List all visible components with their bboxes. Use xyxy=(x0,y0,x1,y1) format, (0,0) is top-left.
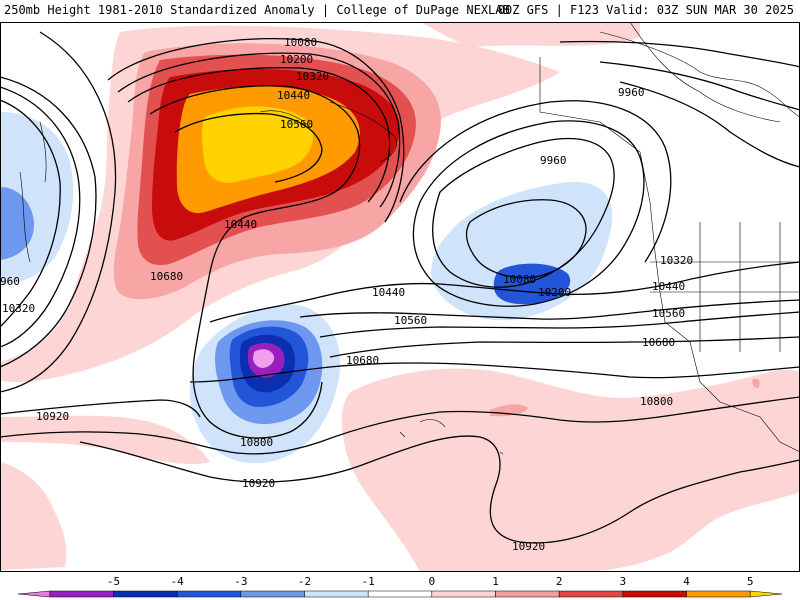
colorbar-tick-label: -3 xyxy=(234,575,247,588)
anomaly-fill-pos-east-spot xyxy=(752,378,760,388)
contour-label: 10680 xyxy=(150,270,183,283)
contour-label: 10200 xyxy=(538,286,571,299)
colorbar-segment xyxy=(240,590,305,598)
colorbar-tick-label: -2 xyxy=(298,575,311,588)
colorbar-segment xyxy=(113,590,178,598)
contour-label: 10320 xyxy=(296,70,329,83)
colorbar-segment xyxy=(558,590,624,598)
colorbar-segment xyxy=(17,590,51,598)
contour-label: 9960 xyxy=(540,154,567,167)
contour-label: 10200 xyxy=(280,53,313,66)
colorbar-ticks: -5 -4 -3 -2 -1 0 1 2 3 4 5 xyxy=(107,575,754,588)
colorbar-tick-label: 5 xyxy=(747,575,754,588)
contour-label: 960 xyxy=(0,275,20,288)
contour-label: 10440 xyxy=(224,218,257,231)
colorbar-tick-label: -4 xyxy=(171,575,185,588)
anomaly-fill-pos1-sw-tongue xyxy=(0,415,210,465)
colorbar-segment xyxy=(176,590,242,598)
contour-label: 10560 xyxy=(280,118,313,131)
model-run-info: 00Z GFS | F123 Valid: 03Z SUN MAR 30 202… xyxy=(497,3,794,17)
contour-label: 9960 xyxy=(618,86,645,99)
colorbar-tick-label: 2 xyxy=(556,575,563,588)
colorbar: -5 -4 -3 -2 -1 0 1 2 3 4 5 xyxy=(17,575,783,598)
colorbar-tick-label: -1 xyxy=(362,575,375,588)
colorbar-segment xyxy=(49,590,114,598)
colorbar-segment xyxy=(367,590,433,598)
colorbar-segment xyxy=(749,590,783,598)
colorbar-tick-label: 3 xyxy=(620,575,627,588)
anomaly-fill-pos1-west xyxy=(0,462,67,570)
contour-label: 10440 xyxy=(652,280,685,293)
anomaly-map: 10080 10200 10320 10440 10560 10440 1068… xyxy=(0,22,800,572)
contour-label: 10080 xyxy=(284,36,317,49)
header: 250mb Height 1981-2010 Standardized Anom… xyxy=(0,0,800,22)
contour-label: 10920 xyxy=(512,540,545,553)
anomaly-fill-neg6-center xyxy=(253,349,275,368)
contour-label: 10560 xyxy=(652,307,685,320)
contour-label: 10920 xyxy=(242,477,275,490)
colorbar-tick-label: -5 xyxy=(107,575,120,588)
colorbar-segment xyxy=(622,590,687,598)
anomaly-fill-pos6 xyxy=(201,106,314,183)
contour-label: 10320 xyxy=(2,302,35,315)
map-title: 250mb Height 1981-2010 Standardized Anom… xyxy=(4,3,510,17)
contour-labels: 10080 10200 10320 10440 10560 10440 1068… xyxy=(0,36,693,553)
colorbar-segment xyxy=(431,590,496,598)
contour-label: 10680 xyxy=(346,354,379,367)
anomaly-fill-pos1-south xyxy=(341,368,800,572)
contour-label: 10440 xyxy=(372,286,405,299)
colorbar-segment xyxy=(304,590,369,598)
anomaly-fill-pos1-upper-right xyxy=(420,22,640,47)
contour-label: 10920 xyxy=(36,410,69,423)
anomaly-fill-neg2-west xyxy=(0,187,35,260)
contour-label: 10440 xyxy=(277,89,310,102)
contour-label: 10800 xyxy=(240,436,273,449)
contour-label: 10800 xyxy=(640,395,673,408)
contour-label: 10560 xyxy=(394,314,427,327)
colorbar-segment xyxy=(686,590,751,598)
colorbar-segment xyxy=(495,590,560,598)
contour-label: 10680 xyxy=(642,336,675,349)
contour-label: 10320 xyxy=(660,254,693,267)
colorbar-tick-label: 4 xyxy=(683,575,690,588)
height-contours xyxy=(0,31,800,544)
colorbar-tick-label: 1 xyxy=(492,575,499,588)
colorbar-segments xyxy=(17,590,783,598)
colorbar-tick-label: 0 xyxy=(429,575,436,588)
contour-label: 10080 xyxy=(503,273,536,286)
